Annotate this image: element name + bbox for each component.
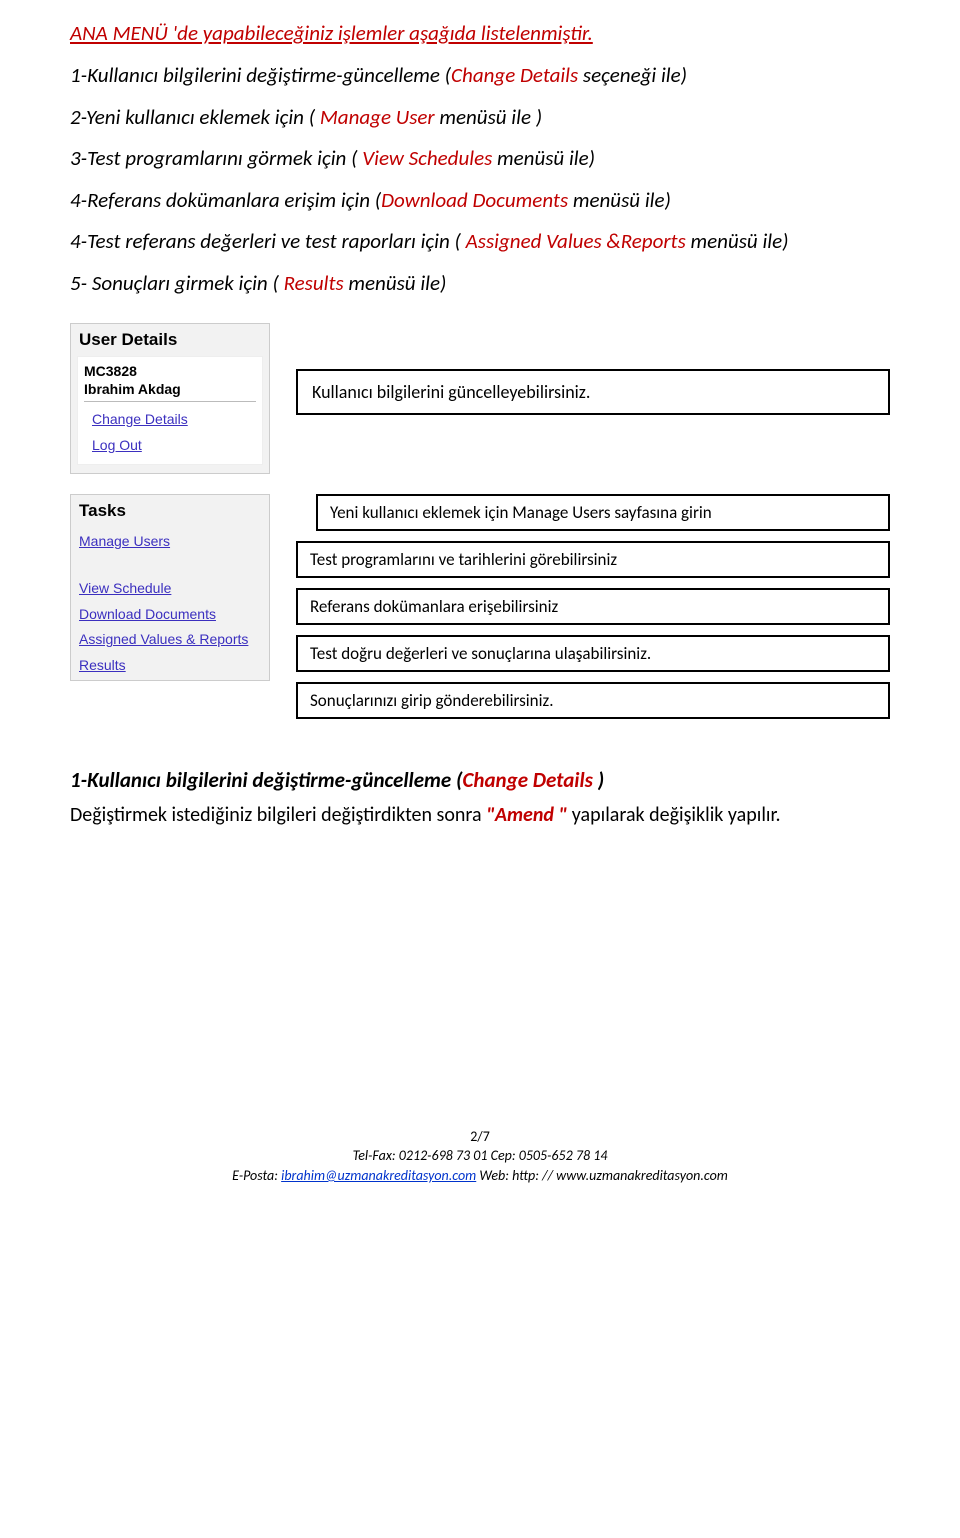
line-post: menüsü ile) <box>492 145 595 171</box>
line-post: menüsü ile ) <box>435 104 542 130</box>
footer-tel: Tel-Fax: 0212-698 73 01 Cep: 0505-652 78… <box>70 1146 890 1166</box>
user-code: MC3828 <box>84 363 256 379</box>
page-title: ANA MENÜ 'de yapabileceğiniz işlemler aş… <box>70 20 890 46</box>
callout-view-schedule: Test programlarını ve tarihlerini görebi… <box>296 541 890 578</box>
footer-email-label: E-Posta: <box>232 1167 281 1184</box>
line-highlight: Manage User <box>320 104 435 130</box>
log-out-link[interactable]: Log Out <box>84 434 256 457</box>
user-details-panel: User Details MC3828 Ibrahim Akdag Change… <box>70 323 270 474</box>
section-pre: 1-Kullanıcı bilgilerini değiştirme-günce… <box>70 767 463 793</box>
list-item: 4-Referans dokümanlara erişim için (Down… <box>70 185 890 217</box>
download-documents-link[interactable]: Download Documents <box>71 603 269 626</box>
section-highlight: Change Details <box>463 767 598 793</box>
callout-assigned-values: Test doğru değerleri ve sonuçlarına ulaş… <box>296 635 890 672</box>
line-pre: 3-Test programlarını görmek için ( <box>70 145 362 171</box>
line-pre: 1-Kullanıcı bilgilerini değiştirme-günce… <box>70 62 451 88</box>
section-post: ) <box>598 767 605 793</box>
note-highlight: "Amend " <box>486 803 567 827</box>
list-item: 3-Test programlarını görmek için ( View … <box>70 143 890 175</box>
list-item: 2-Yeni kullanıcı eklemek için ( Manage U… <box>70 102 890 134</box>
view-schedule-link[interactable]: View Schedule <box>71 577 269 600</box>
line-post: menüsü ile) <box>344 270 447 296</box>
section-heading: 1-Kullanıcı bilgilerini değiştirme-günce… <box>70 767 890 793</box>
list-item: 1-Kullanıcı bilgilerini değiştirme-günce… <box>70 60 890 92</box>
callout-results: Sonuçlarınızı girip gönderebilirsiniz. <box>296 682 890 719</box>
note-post: yapılarak değişiklik yapılır. <box>567 803 780 827</box>
line-pre: 4-Referans dokümanlara erişim için ( <box>70 187 381 213</box>
separator <box>84 401 256 402</box>
assigned-values-link[interactable]: Assigned Values & Reports <box>71 628 269 651</box>
results-link[interactable]: Results <box>71 654 269 677</box>
section-note: Değiştirmek istediğiniz bilgileri değişt… <box>70 803 890 827</box>
footer-web: Web: http: // www.uzmanakreditasyon.com <box>476 1167 728 1184</box>
manage-users-link[interactable]: Manage Users <box>71 530 269 553</box>
user-details-header: User Details <box>71 324 269 356</box>
callout-manage-users: Yeni kullanıcı eklemek için Manage Users… <box>316 494 890 531</box>
line-post: menüsü ile) <box>568 187 671 213</box>
note-pre: Değiştirmek istediğiniz bilgileri değişt… <box>70 803 486 827</box>
line-pre: 4-Test referans değerleri ve test raporl… <box>70 228 466 254</box>
line-pre: 5- Sonuçları girmek için ( <box>70 270 284 296</box>
line-highlight: Assigned Values &Reports <box>466 228 686 254</box>
callout-download-docs: Referans dokümanlara erişebilirsiniz <box>296 588 890 625</box>
page-footer: 2/7 Tel-Fax: 0212-698 73 01 Cep: 0505-65… <box>70 1127 890 1186</box>
user-name: Ibrahim Akdag <box>84 381 256 397</box>
change-details-link[interactable]: Change Details <box>84 408 256 431</box>
line-post: menüsü ile) <box>686 228 789 254</box>
line-highlight: Results <box>284 270 344 296</box>
callout-user-update: Kullanıcı bilgilerini güncelleyebilirsin… <box>296 369 890 415</box>
tasks-panel: Tasks Manage Users View Schedule Downloa… <box>70 494 270 681</box>
list-item: 5- Sonuçları girmek için ( Results menüs… <box>70 268 890 300</box>
footer-page: 2/7 <box>70 1127 890 1147</box>
tasks-header: Tasks <box>71 495 269 527</box>
footer-email-link[interactable]: ibrahim@uzmanakreditasyon.com <box>281 1167 476 1184</box>
line-highlight: Download Documents <box>381 187 568 213</box>
line-post: seçeneği ile) <box>578 62 687 88</box>
line-highlight: View Schedules <box>362 145 492 171</box>
line-highlight: Change Details <box>451 62 578 88</box>
list-item: 4-Test referans değerleri ve test raporl… <box>70 226 890 258</box>
line-pre: 2-Yeni kullanıcı eklemek için ( <box>70 104 320 130</box>
